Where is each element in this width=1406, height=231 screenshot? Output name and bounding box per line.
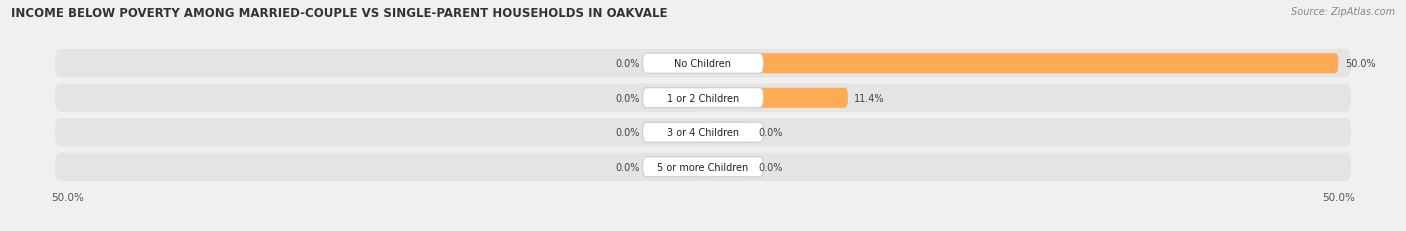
- FancyBboxPatch shape: [645, 157, 703, 177]
- Text: 1 or 2 Children: 1 or 2 Children: [666, 93, 740, 103]
- Text: 0.0%: 0.0%: [614, 93, 640, 103]
- FancyBboxPatch shape: [703, 88, 848, 108]
- Text: 0.0%: 0.0%: [614, 162, 640, 172]
- FancyBboxPatch shape: [55, 153, 1351, 181]
- FancyBboxPatch shape: [55, 119, 1351, 147]
- Text: No Children: No Children: [675, 59, 731, 69]
- Text: 0.0%: 0.0%: [758, 162, 782, 172]
- FancyBboxPatch shape: [643, 123, 763, 143]
- Text: Source: ZipAtlas.com: Source: ZipAtlas.com: [1291, 7, 1395, 17]
- Text: 11.4%: 11.4%: [855, 93, 884, 103]
- FancyBboxPatch shape: [643, 54, 763, 74]
- FancyBboxPatch shape: [643, 157, 763, 177]
- FancyBboxPatch shape: [703, 157, 752, 177]
- Text: 0.0%: 0.0%: [614, 128, 640, 138]
- Text: 0.0%: 0.0%: [614, 59, 640, 69]
- FancyBboxPatch shape: [645, 88, 703, 108]
- Text: 3 or 4 Children: 3 or 4 Children: [666, 128, 740, 138]
- FancyBboxPatch shape: [55, 84, 1351, 112]
- Text: 0.0%: 0.0%: [758, 128, 782, 138]
- FancyBboxPatch shape: [703, 123, 752, 143]
- FancyBboxPatch shape: [645, 123, 703, 143]
- FancyBboxPatch shape: [55, 50, 1351, 78]
- Text: 5 or more Children: 5 or more Children: [658, 162, 748, 172]
- FancyBboxPatch shape: [703, 54, 1339, 74]
- Text: INCOME BELOW POVERTY AMONG MARRIED-COUPLE VS SINGLE-PARENT HOUSEHOLDS IN OAKVALE: INCOME BELOW POVERTY AMONG MARRIED-COUPL…: [11, 7, 668, 20]
- Text: 50.0%: 50.0%: [1344, 59, 1375, 69]
- FancyBboxPatch shape: [643, 88, 763, 108]
- FancyBboxPatch shape: [645, 54, 703, 74]
